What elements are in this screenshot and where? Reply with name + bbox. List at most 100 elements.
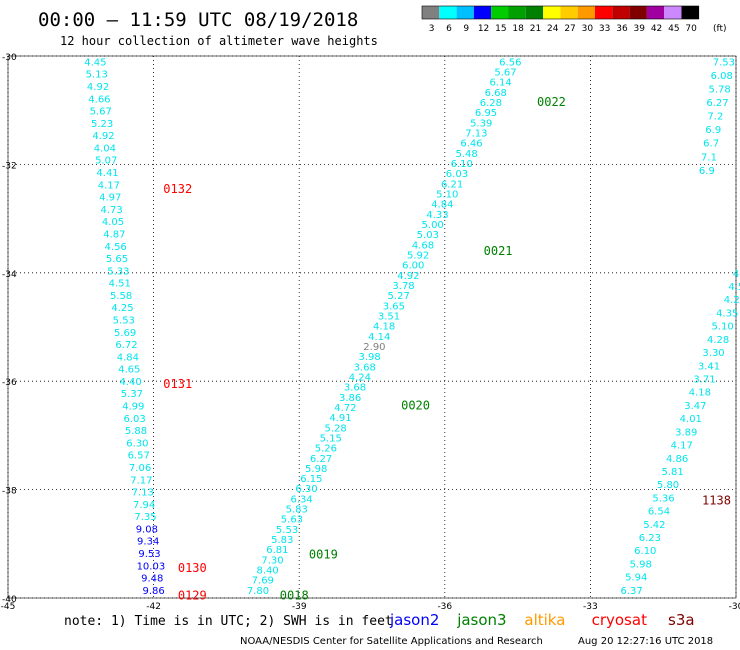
swh-value-label: 9.53 — [138, 549, 160, 560]
swh-value-label: 6.10 — [634, 546, 656, 557]
swh-value-label: 7.69 — [252, 576, 274, 587]
swh-value-label: 4.01 — [680, 414, 702, 425]
swh-value-label: 5.83 — [286, 505, 308, 516]
swh-value-label: 5.80 — [657, 480, 679, 491]
swh-value-label: 4.73 — [100, 205, 122, 216]
colorbar-swatch — [646, 6, 665, 19]
legend-item-s3a: s3a — [668, 611, 695, 629]
swh-value-label: 7.2 — [707, 112, 723, 123]
swh-value-label: 7.17 — [130, 475, 152, 486]
colorbar-swatch — [612, 6, 630, 19]
swh-value-label: 5.33 — [107, 266, 129, 277]
swh-value-label: 5.27 — [388, 291, 410, 302]
satellite-legend: jason2 jason3 altika cryosat s3a — [389, 611, 695, 629]
swh-value-label: 4.87 — [103, 229, 125, 240]
swh-value-label: 10.03 — [137, 561, 166, 572]
swh-value-label: 5.03 — [417, 230, 439, 241]
swh-value-label: 5.48 — [456, 149, 478, 160]
swh-value-label: 3.47 — [684, 401, 706, 412]
swh-value-label: 4.05 — [102, 217, 124, 228]
colorbar-tick-label: 42 — [651, 24, 662, 34]
colorbar-swatch — [664, 6, 682, 19]
swh-value-label: 4.92 — [87, 82, 109, 93]
swh-value-label: 6.23 — [639, 533, 661, 544]
swh-value-label: 6.68 — [485, 88, 507, 99]
pass-time-label: 0130 — [178, 561, 207, 575]
swh-value-label: 4.17 — [98, 180, 120, 191]
colorbar-tick-label: 39 — [634, 24, 646, 34]
swh-value-label: 9.08 — [136, 524, 158, 535]
swh-value-label: 4.9 — [733, 269, 740, 280]
colorbar-legend: 3 6 9 12 15 18 21 24 27 30 33 36 39 42 45 70 — [421, 5, 700, 34]
swh-value-label: 6.72 — [115, 340, 137, 351]
swh-value-label: 5.10 — [712, 322, 734, 333]
swh-value-label: 6.28 — [480, 98, 502, 109]
page-title: 00:00 – 11:59 UTC 08/19/2018 — [38, 9, 358, 31]
swh-value-label: 5.83 — [271, 535, 293, 546]
swh-value-label: 4.33 — [426, 210, 448, 221]
legend-item-jason3: jason3 — [456, 611, 506, 629]
swh-value-label: 6.34 — [290, 494, 312, 505]
swh-value-label: 5.37 — [121, 389, 143, 400]
plot-area — [0, 56, 740, 598]
swh-value-label: 5.10 — [436, 190, 458, 201]
swh-value-label: 3.86 — [339, 393, 361, 404]
swh-value-label: 4.99 — [122, 402, 144, 413]
footer-note: note: 1) Time is in UTC; 2) SWH is in fe… — [64, 614, 393, 629]
plot-frame — [7, 55, 737, 599]
swh-value-label: 5.63 — [281, 515, 303, 526]
colorbar-tick-label: 6 — [446, 24, 452, 34]
swh-value-label: 3.30 — [702, 348, 724, 359]
y-tick-label: -40 — [2, 595, 17, 605]
swh-value-label: 4.04 — [94, 143, 116, 154]
swh-value-label: 5.53 — [113, 316, 135, 327]
swh-value-label: 4.35 — [716, 308, 738, 319]
pass-time-label: 0018 — [280, 588, 309, 602]
swh-value-label: 7.06 — [129, 463, 151, 474]
swh-value-label: 5.81 — [661, 467, 683, 478]
swh-value-label: 6.21 — [441, 179, 463, 190]
swh-value-label: 6.9 — [705, 125, 721, 136]
swh-value-label: 4.2 — [724, 295, 740, 306]
swh-value-label: 4.86 — [666, 454, 688, 465]
colorbar-swatch — [595, 6, 613, 19]
swh-value-label: 9.86 — [142, 586, 164, 597]
colorbar-tick-label: 70 — [685, 24, 697, 34]
swh-value-label: 6.7 — [703, 139, 719, 150]
swh-value-label: 6.56 — [499, 57, 521, 68]
swh-value-label: 6.03 — [124, 414, 146, 425]
swh-value-label: 6.30 — [295, 484, 317, 495]
swh-value-label: 4.45 — [84, 57, 106, 68]
pass-time-label: 0021 — [484, 244, 513, 258]
pass-time-label: 0022 — [537, 95, 566, 109]
swh-value-label: 4.18 — [373, 322, 395, 333]
swh-value-label: 3.78 — [392, 281, 414, 292]
swh-value-label: 3.41 — [698, 361, 720, 372]
swh-value-label: 7.80 — [247, 586, 269, 597]
swh-value-label: 5.98 — [305, 464, 327, 475]
swh-value-label: 5.07 — [95, 156, 117, 167]
swh-value-label: 5.78 — [708, 85, 730, 96]
y-tick-label: -30 — [2, 53, 17, 63]
colorbar-tick-label: 24 — [547, 24, 559, 34]
colorbar-frame — [421, 5, 700, 20]
y-tick-label: -34 — [2, 270, 17, 280]
swh-value-label: 7.13 — [465, 129, 487, 140]
swh-value-label: 3.51 — [378, 311, 400, 322]
swh-value-label: 6.30 — [126, 438, 148, 449]
swh-value-label: 6.95 — [475, 108, 497, 119]
colorbar-tick-label: 9 — [463, 24, 469, 34]
swh-value-label: 4.25 — [111, 303, 133, 314]
colorbar-swatch — [473, 6, 492, 19]
swh-value-label: 6.14 — [489, 78, 511, 89]
swh-value-label: 5.00 — [422, 220, 444, 231]
swh-value-label: 7.94 — [133, 500, 155, 511]
swh-value-label: 6.57 — [128, 451, 150, 462]
swh-value-label: 5.26 — [315, 444, 337, 455]
swh-value-label: 4.92 — [397, 271, 419, 282]
legend-item-jason2: jason2 — [389, 611, 439, 629]
swh-value-label: 5.67 — [90, 107, 112, 118]
swh-value-label: 4.40 — [119, 377, 141, 388]
swh-value-label: 7.53 — [713, 57, 735, 68]
